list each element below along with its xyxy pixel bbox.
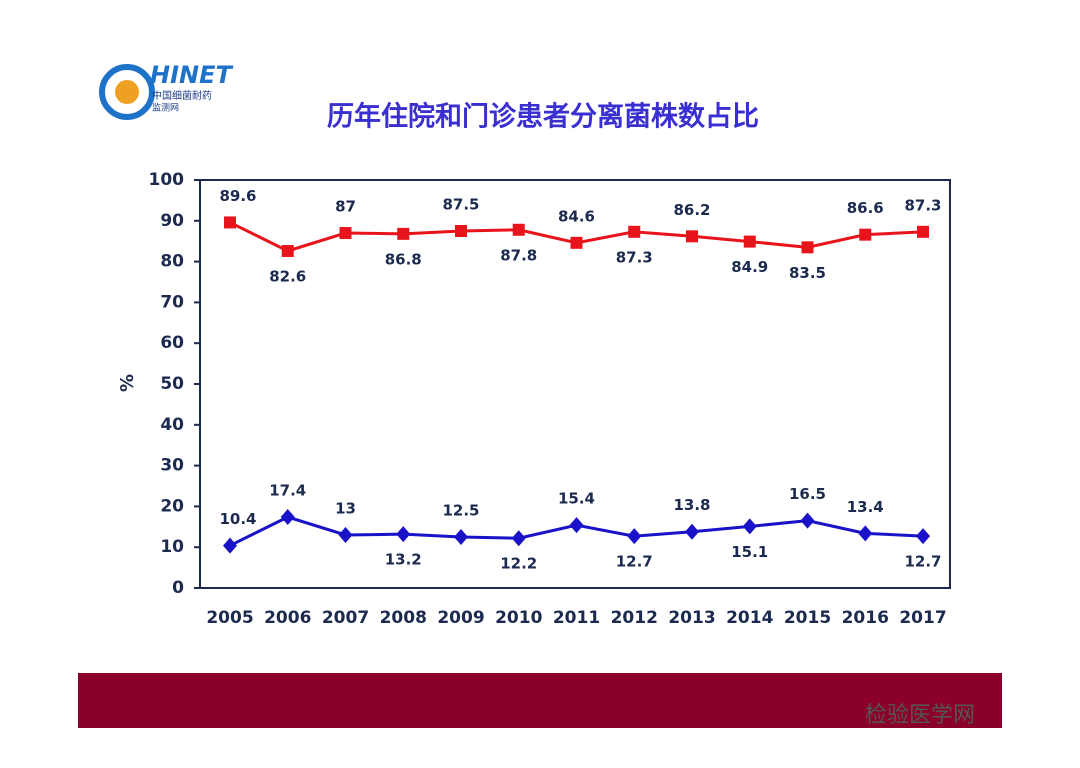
data-label: 13 — [335, 499, 356, 517]
marker — [627, 528, 642, 545]
data-label: 87.8 — [500, 246, 537, 264]
marker — [686, 230, 698, 243]
data-label: 17.4 — [269, 482, 306, 500]
data-label: 13.8 — [673, 496, 710, 514]
marker — [628, 225, 641, 238]
y-tick-label: 100 — [149, 170, 185, 190]
logo-name: HINET — [150, 61, 233, 89]
data-label: 12.7 — [616, 553, 653, 571]
footer-bar — [78, 673, 1002, 728]
y-tick-label: 10 — [160, 537, 184, 557]
data-label: 84.9 — [731, 258, 768, 276]
marker — [742, 518, 757, 535]
logo: HINET 中国细菌耐药 监测网 — [99, 61, 233, 120]
marker — [224, 216, 236, 229]
marker — [339, 227, 352, 240]
data-label: 86.8 — [385, 250, 422, 268]
x-tick-label: 2015 — [784, 608, 831, 628]
marker — [858, 525, 873, 542]
y-tick-label: 80 — [160, 252, 184, 272]
marker — [280, 509, 295, 526]
marker — [685, 523, 699, 540]
x-tick-label: 2007 — [322, 608, 369, 628]
logo-line2: 监测网 — [152, 102, 179, 114]
data-label: 12.2 — [500, 555, 537, 573]
chart-title: 历年住院和门诊患者分离菌株数占比 — [327, 101, 759, 133]
data-label: 87.5 — [442, 196, 479, 214]
x-tick-label: 2011 — [553, 608, 600, 628]
data-label: 13.4 — [847, 498, 884, 516]
x-tick-label: 2014 — [726, 608, 773, 628]
x-tick-label: 2012 — [611, 608, 658, 628]
data-label: 15.1 — [731, 543, 768, 561]
x-tick-label: 2016 — [842, 608, 889, 628]
data-label: 13.2 — [385, 551, 422, 569]
marker — [917, 225, 929, 238]
x-tick-label: 2017 — [899, 608, 946, 628]
x-tick-label: 2006 — [264, 608, 311, 628]
data-label: 12.5 — [442, 502, 479, 520]
x-tick-label: 2009 — [437, 608, 484, 628]
watermark: 检验医学网 — [865, 703, 975, 728]
logo-ring — [99, 64, 155, 120]
x-tick-label: 2010 — [495, 608, 542, 628]
y-tick-label: 0 — [172, 578, 184, 598]
data-label: 15.4 — [558, 490, 595, 508]
marker — [569, 517, 584, 534]
data-label: 10.4 — [219, 510, 256, 528]
x-tick-label: 2013 — [668, 608, 715, 628]
data-label: 89.6 — [219, 187, 256, 205]
data-label: 12.7 — [904, 553, 941, 571]
marker — [223, 537, 237, 554]
data-label: 82.6 — [269, 267, 306, 285]
plot: 0 10 20 30 40 50 60 70 80 90 100 2005 2006 2007 2008 20… — [149, 170, 947, 628]
logo-dot — [115, 80, 139, 104]
marker — [455, 225, 467, 237]
marker — [396, 526, 411, 543]
marker — [281, 244, 294, 257]
x-tick-label: 2005 — [206, 608, 253, 628]
marker — [570, 236, 583, 249]
data-label: 83.5 — [789, 264, 826, 282]
y-tick-label: 30 — [160, 456, 184, 476]
marker — [801, 241, 814, 254]
logo-line1: 中国细菌耐药 — [152, 89, 212, 102]
y-tick-label: 90 — [160, 211, 184, 231]
data-label: 84.6 — [558, 207, 595, 225]
marker — [454, 529, 468, 545]
marker — [338, 526, 353, 543]
marker — [397, 227, 410, 240]
y-axis-label: % — [117, 374, 138, 392]
y-tick-label: 60 — [160, 333, 184, 353]
data-label: 87.3 — [904, 196, 941, 214]
marker — [512, 223, 525, 236]
marker — [511, 530, 526, 547]
data-label: 87 — [335, 198, 356, 216]
y-tick-label: 40 — [160, 415, 184, 435]
marker — [800, 512, 815, 529]
data-label: 86.6 — [847, 199, 884, 217]
marker — [743, 235, 756, 248]
data-label: 87.3 — [616, 248, 653, 266]
data-label: 16.5 — [789, 485, 826, 503]
marker — [916, 528, 930, 545]
y-tick-label: 20 — [160, 496, 184, 516]
data-label: 86.2 — [673, 201, 710, 219]
marker — [859, 228, 872, 241]
x-tick-label: 2008 — [380, 608, 427, 628]
y-tick-label: 50 — [160, 374, 184, 394]
y-tick-label: 70 — [160, 292, 184, 312]
